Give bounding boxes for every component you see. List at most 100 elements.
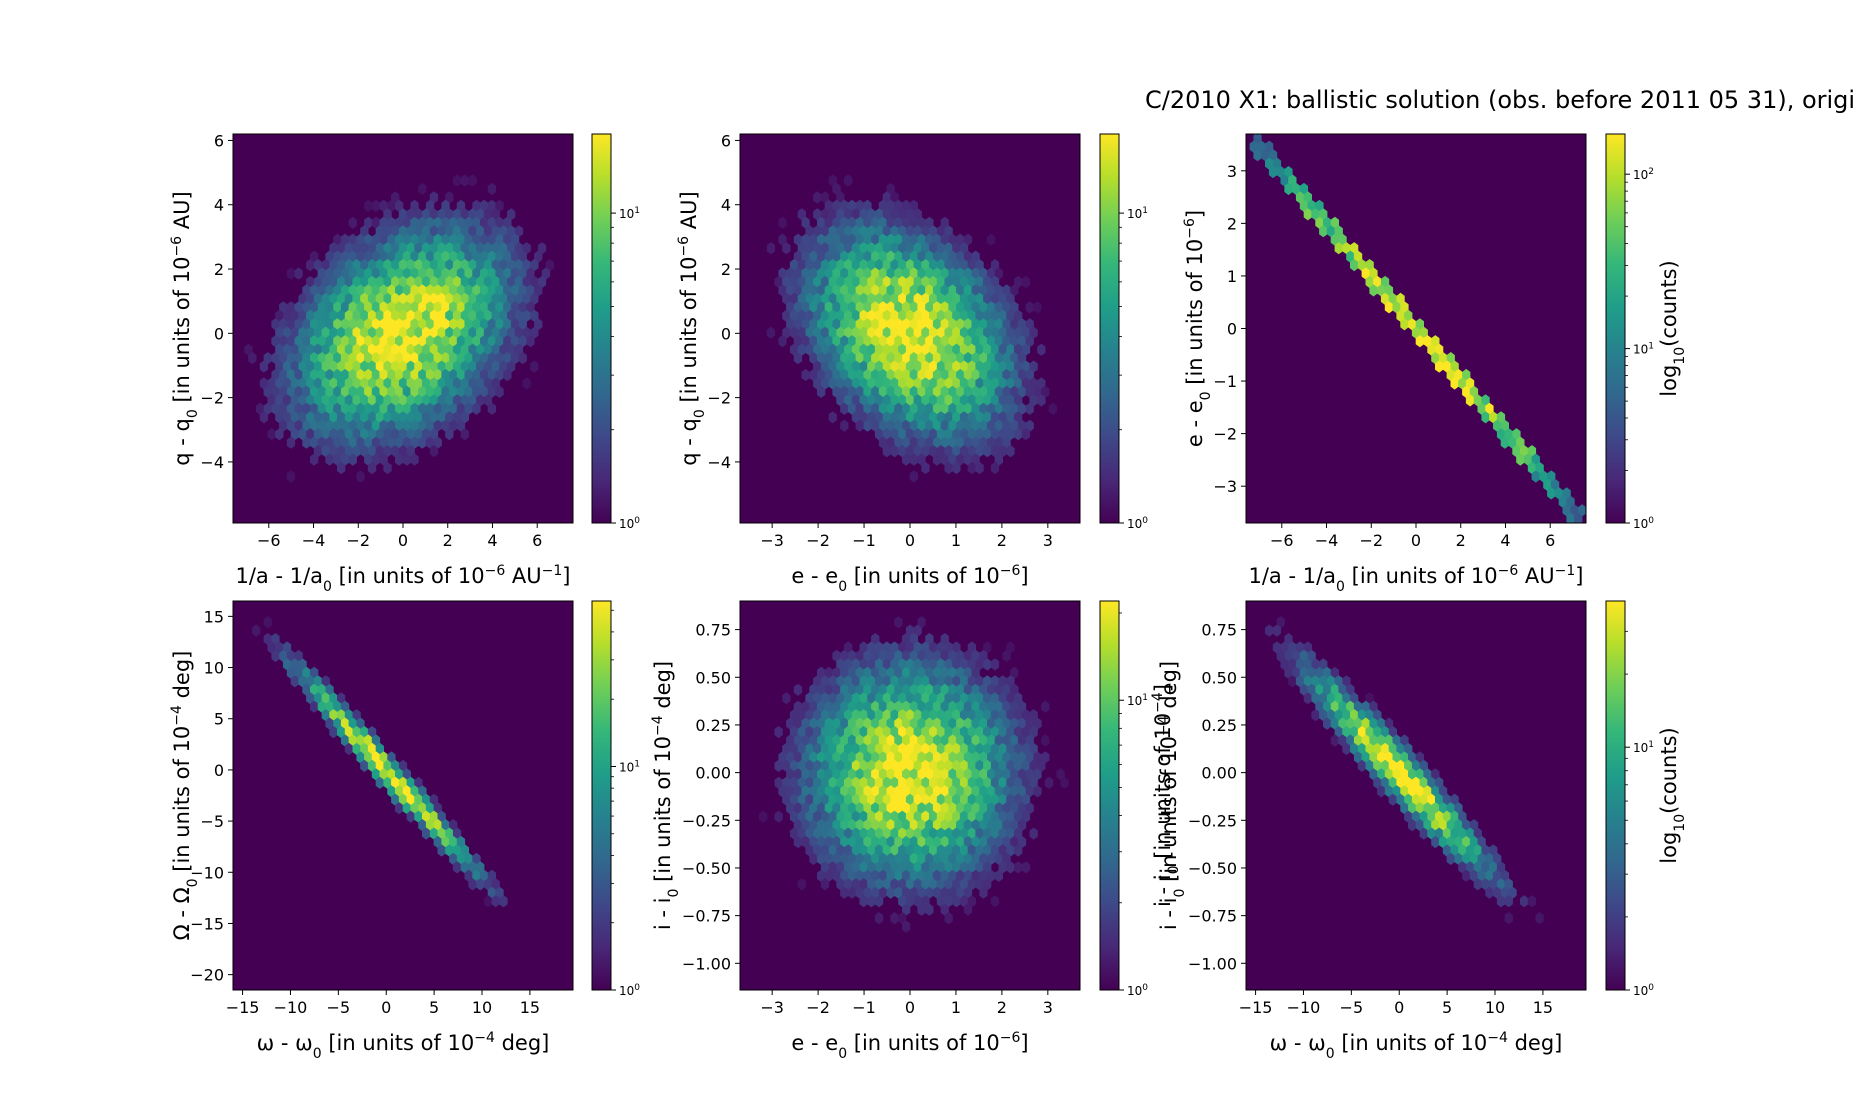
density-cell [990, 445, 1000, 458]
density-cell [1002, 301, 1011, 314]
density-cell [395, 368, 404, 382]
density-cell [925, 335, 934, 348]
density-cell [282, 309, 292, 322]
colorbar [591, 600, 612, 991]
density-cell [263, 616, 272, 629]
density-cell [383, 343, 392, 356]
density-cell [452, 259, 462, 272]
density-cell [987, 852, 996, 865]
density-cell [298, 658, 307, 671]
density-cell [801, 233, 810, 246]
density-cell [859, 726, 868, 739]
density-cell [1350, 259, 1359, 272]
density-cell [1307, 683, 1316, 696]
density-cell [936, 428, 946, 441]
density-cell [894, 649, 903, 663]
density-cell [820, 776, 830, 789]
density-cell [310, 666, 319, 679]
density-cell [375, 411, 384, 424]
density-cell [847, 284, 857, 297]
density-cell [847, 666, 857, 679]
density-cell [813, 709, 822, 722]
density-cell [805, 827, 814, 840]
density-cell [310, 385, 319, 398]
density-cell [414, 326, 423, 339]
density-cell [317, 683, 326, 696]
density-cell [886, 852, 895, 865]
density-cell [956, 402, 965, 415]
density-cell [321, 692, 330, 705]
density-cell [971, 284, 980, 297]
density-cell [921, 428, 930, 441]
density-cell [310, 250, 319, 263]
density-cell [909, 470, 918, 483]
density-cell [832, 869, 841, 882]
density-cell [863, 233, 872, 246]
density-cell [329, 343, 338, 356]
density-cell [503, 267, 512, 280]
density-cell [348, 352, 357, 365]
density-cell [337, 309, 346, 322]
x-tick-label: 1 [951, 531, 961, 550]
density-cell [874, 225, 884, 238]
density-cell [890, 726, 899, 739]
density-cell [925, 250, 934, 263]
density-cell [348, 717, 357, 730]
density-cell [948, 802, 957, 815]
density-cell [963, 352, 973, 365]
density-cell [890, 343, 899, 356]
density-cell [956, 683, 965, 696]
density-cell [909, 869, 918, 882]
density-cell [395, 385, 404, 398]
density-cell [503, 318, 512, 331]
density-cell [882, 208, 891, 221]
density-cell [963, 717, 973, 730]
density-cell [828, 709, 837, 722]
density-cell [932, 385, 942, 398]
density-cell [460, 259, 469, 272]
density-cell [286, 470, 296, 483]
density-cell [271, 385, 280, 398]
density-cell [422, 225, 431, 238]
density-cell [948, 419, 957, 432]
density-cell [994, 869, 1003, 882]
density-cell [282, 658, 292, 671]
density-cell [325, 284, 334, 297]
density-cell [936, 292, 946, 305]
density-cell [1295, 658, 1305, 671]
density-cell [1319, 208, 1328, 221]
density-cell [356, 368, 365, 382]
density-cell [1017, 700, 1027, 713]
density-cell [917, 785, 926, 798]
density-cell [534, 318, 543, 331]
density-cell [526, 284, 535, 297]
density-cell [352, 292, 361, 305]
density-cell [871, 802, 880, 815]
density-cell [956, 734, 965, 747]
density-cell [789, 326, 799, 339]
density-cell [967, 776, 976, 789]
density-cell [364, 436, 373, 449]
density-cell [871, 250, 880, 263]
density-cell [1489, 411, 1498, 424]
density-cell [367, 461, 377, 475]
x-axis-label: 1/a - 1/a0 [in units of 10−6 AU−1] [1248, 563, 1583, 595]
density-cell [956, 717, 965, 730]
density-cell [855, 852, 864, 865]
density-cell [1431, 819, 1440, 832]
density-cell [832, 216, 841, 229]
x-tick-label: 0 [381, 998, 391, 1017]
density-cell [886, 869, 895, 882]
density-cell [472, 284, 481, 297]
density-cell [917, 751, 926, 764]
density-cell [383, 445, 392, 458]
density-cell [1288, 658, 1297, 671]
density-cell [1010, 835, 1019, 849]
density-cell [917, 616, 926, 629]
density-cell [337, 445, 346, 458]
density-cell [367, 326, 377, 339]
density-cell [874, 742, 884, 756]
density-cell [936, 776, 946, 789]
density-cell [952, 641, 961, 654]
density-cell [948, 666, 957, 679]
